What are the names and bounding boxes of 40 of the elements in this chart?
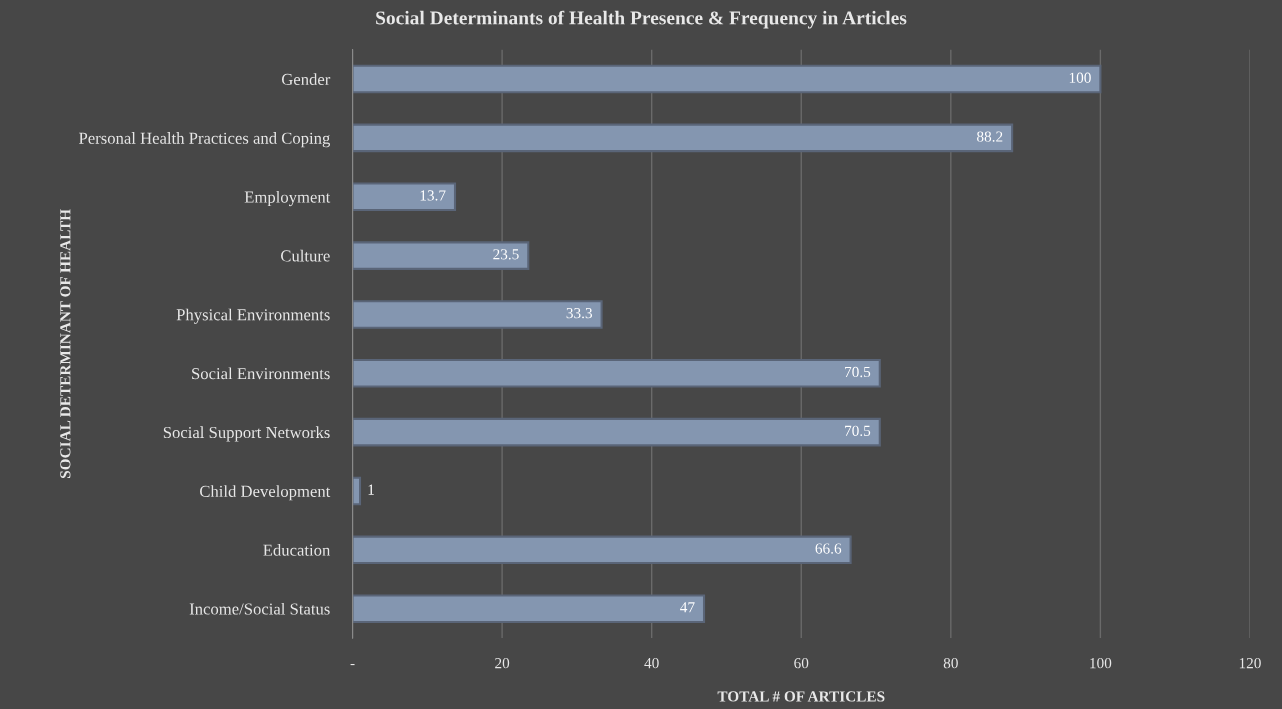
x-axis-title: TOTAL # OF ARTICLES [717, 691, 885, 702]
bar [352, 123, 1014, 153]
bar [352, 359, 881, 388]
y-tick-label: Physical Environments [176, 308, 330, 324]
data-label: 70.5 [845, 366, 871, 378]
y-tick-label: Gender [281, 73, 331, 85]
x-tick-label: 60 [794, 657, 809, 669]
data-label: 70.5 [845, 425, 871, 437]
data-label: 13.7 [420, 190, 446, 201]
x-tick-label: 20 [495, 657, 510, 669]
data-label: 100 [1069, 72, 1091, 83]
data-label: 47 [680, 602, 695, 613]
y-tick-label: Personal Health Practices and Coping [79, 132, 330, 148]
data-label: 1 [368, 484, 374, 495]
bar [352, 535, 852, 565]
bar [352, 241, 530, 270]
bar [352, 417, 881, 447]
y-tick-label: Education [263, 544, 331, 556]
y-tick-label: Social Support Networks [163, 426, 330, 442]
y-tick-label: Child Development [200, 485, 331, 501]
y-tick-label: Culture [281, 249, 330, 262]
data-label: 88.2 [977, 131, 1003, 142]
y-tick-label: Employment [244, 190, 331, 207]
data-label: 33.3 [566, 308, 593, 319]
bar [352, 182, 457, 212]
x-tick-label: 100 [1090, 657, 1112, 669]
chart-title: Social Determinants of Health Presence & Frequency in Articles [376, 10, 907, 29]
x-tick-label: - [350, 663, 355, 666]
x-tick-label: 120 [1239, 657, 1261, 669]
data-label: 23.5 [493, 249, 519, 260]
bar [352, 594, 706, 623]
y-tick-label: Income/Social Status [189, 602, 330, 615]
y-axis-title: SOCIAL DETERMINANT OF HEALTH [60, 209, 71, 478]
bar [352, 300, 603, 329]
data-label: 66.6 [815, 543, 842, 554]
bar [352, 476, 362, 506]
y-tick-label: Social Environments [192, 367, 330, 380]
x-tick-label: 80 [943, 657, 958, 669]
bar [352, 64, 1102, 94]
x-tick-label: 40 [644, 657, 659, 669]
